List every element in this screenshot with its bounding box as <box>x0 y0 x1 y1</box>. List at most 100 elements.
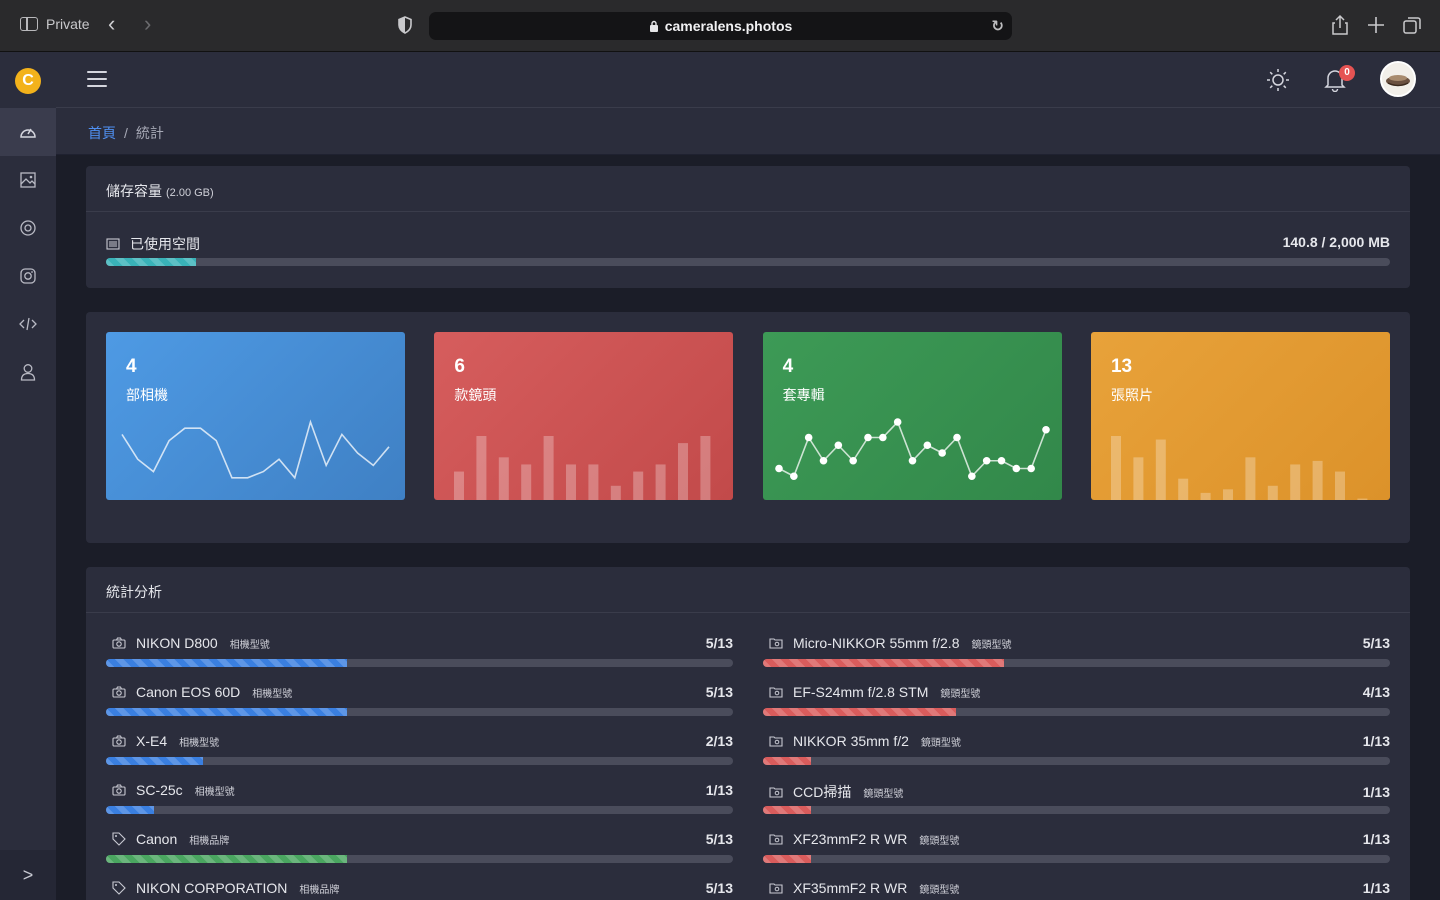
stat-progress-fill <box>763 757 812 765</box>
tab-overview-icon[interactable] <box>1401 14 1423 36</box>
tile-bar <box>1334 471 1345 500</box>
stat-name: NIKON CORPORATION <box>136 880 288 896</box>
stat-value: 1/13 <box>705 782 733 798</box>
stat-name: X-E4 <box>136 733 168 749</box>
stat-name: Canon EOS 60D <box>136 684 241 700</box>
lens-folder-icon <box>769 786 783 798</box>
stat-tag: 鏡頭型號 <box>971 639 1012 651</box>
tile-bar <box>1267 485 1278 500</box>
reload-icon[interactable]: ↻ <box>991 18 1004 35</box>
stat-row-header: XF35mmF2 R WR 鏡頭型號 1/13 <box>763 880 1390 896</box>
stat-row: NIKON CORPORATION 相機品牌 5/13 <box>106 880 733 900</box>
tile-sparkline <box>454 436 711 500</box>
stat-progress-bar <box>763 855 1390 863</box>
stat-value: 5/13 <box>705 635 733 651</box>
tile-point <box>893 418 902 426</box>
user-avatar[interactable] <box>1380 61 1416 97</box>
stat-progress-fill <box>106 757 203 765</box>
stat-progress-fill <box>106 806 155 814</box>
stat-label-group: Micro-NIKKOR 55mm f/2.8 鏡頭型號 <box>769 635 1011 651</box>
stat-progress-bar <box>763 757 1390 765</box>
summary-tiles-card: 4 部相機 6 款鏡頭 4 套專輯 13 張照片 <box>86 312 1410 543</box>
tile-count: 4 <box>126 356 137 377</box>
sidebar-item-account[interactable] <box>0 348 56 396</box>
stat-progress-fill <box>763 806 812 814</box>
stat-tag: 相機型號 <box>229 639 270 651</box>
private-label: Private <box>46 16 90 32</box>
stat-tag: 鏡頭型號 <box>940 688 981 700</box>
summary-tile-cameras[interactable]: 4 部相機 <box>106 332 405 500</box>
new-tab-icon[interactable] <box>1365 14 1387 36</box>
stat-progress-fill <box>106 855 348 863</box>
sidebar-item-instagram[interactable] <box>0 252 56 300</box>
stat-progress-bar <box>106 659 733 667</box>
menu-toggle-button[interactable] <box>87 71 107 87</box>
shield-icon[interactable] <box>397 16 413 34</box>
address-bar[interactable]: cameralens.photos ↻ <box>429 12 1012 40</box>
tile-point <box>967 472 976 481</box>
lens-folder-icon <box>769 637 783 649</box>
stat-value: 1/13 <box>1362 784 1390 800</box>
tile-bar <box>566 464 577 500</box>
stat-value: 1/13 <box>1362 733 1390 749</box>
stat-label-group: XF35mmF2 R WR 鏡頭型號 <box>769 880 959 896</box>
stat-row-header: Canon EOS 60D 相機型號 5/13 <box>106 684 733 700</box>
stat-tag: 相機品牌 <box>299 884 340 896</box>
stat-value: 5/13 <box>705 684 733 700</box>
stat-row: SC-25c 相機型號 1/13 <box>106 782 733 831</box>
summary-tile-albums[interactable]: 4 套專輯 <box>762 332 1062 500</box>
stat-tag: 相機型號 <box>179 737 220 749</box>
stat-progress-bar <box>106 708 733 716</box>
sidebar-item-dashboard[interactable] <box>0 108 56 156</box>
sidebar-collapse-button[interactable]: > <box>0 850 56 900</box>
code-icon <box>19 317 37 331</box>
lens-folder-icon <box>769 833 783 845</box>
notification-badge: 0 <box>1339 65 1355 81</box>
sidebar-item-code[interactable] <box>0 300 56 348</box>
stat-name: EF-S24mm f/2.8 STM <box>793 684 929 700</box>
stat-name: XF35mmF2 R WR <box>793 880 908 896</box>
sidebar-item-lenses[interactable] <box>0 204 56 252</box>
notification-bell-icon[interactable] <box>1324 68 1346 92</box>
sidebar-toggle-icon[interactable] <box>20 17 38 31</box>
stat-row: NIKKOR 35mm f/2 鏡頭型號 1/13 <box>763 733 1390 782</box>
breadcrumb-home-link[interactable]: 首頁 <box>88 125 116 141</box>
stat-label-group: NIKON CORPORATION 相機品牌 <box>112 880 339 896</box>
stat-row-header: EF-S24mm f/2.8 STM 鏡頭型號 4/13 <box>763 684 1390 700</box>
app-logo[interactable]: C <box>15 68 41 94</box>
tile-point <box>923 441 931 450</box>
tile-sparkline <box>774 418 1050 481</box>
browser-toolbar: Private ‹ › cameralens.photos ↻ <box>0 0 1440 52</box>
storage-used-label-group: 已使用空間 <box>106 234 200 254</box>
breadcrumb-separator: / <box>124 125 128 141</box>
user-icon <box>20 364 36 381</box>
tile-line <box>778 420 1047 478</box>
stat-progress-bar <box>106 757 733 765</box>
tile-label: 張照片 <box>1110 387 1153 403</box>
theme-toggle-sun-icon[interactable] <box>1266 68 1290 92</box>
stat-tag: 相機型號 <box>194 786 235 798</box>
stat-row: NIKON D800 相機型號 5/13 <box>106 635 733 684</box>
stat-row-header: SC-25c 相機型號 1/13 <box>106 782 733 798</box>
summary-tile-lenses[interactable]: 6 款鏡頭 <box>434 332 734 500</box>
tile-point <box>863 433 872 442</box>
summary-tile-photos[interactable]: 13 張照片 <box>1090 332 1390 500</box>
tile-point <box>878 433 887 442</box>
speedometer-icon <box>20 128 36 138</box>
stat-name: NIKKOR 35mm f/2 <box>793 733 909 749</box>
stat-row: Canon 相機品牌 5/13 <box>106 831 733 880</box>
tile-bar <box>655 464 666 500</box>
hamburger-line <box>87 71 107 73</box>
sidebar-item-photos[interactable] <box>0 156 56 204</box>
stat-name: NIKON D800 <box>136 635 218 651</box>
back-icon[interactable]: ‹ <box>108 11 116 36</box>
private-indicator[interactable]: Private <box>20 16 90 32</box>
stat-row: XF23mmF2 R WR 鏡頭型號 1/13 <box>763 831 1390 880</box>
statistics-title: 統計分析 <box>106 584 162 600</box>
storage-used-label: 已使用空間 <box>130 236 200 252</box>
tile-bar <box>633 471 644 500</box>
chevron-right-icon: > <box>22 864 34 885</box>
forward-icon[interactable]: › <box>144 11 152 36</box>
tile-point <box>1027 464 1035 473</box>
share-icon[interactable] <box>1329 14 1351 36</box>
